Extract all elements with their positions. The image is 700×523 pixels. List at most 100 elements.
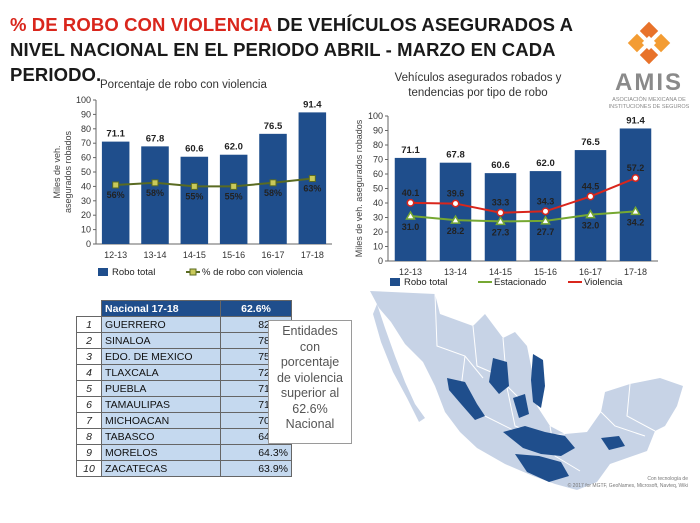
series-value-label: 39.6 bbox=[447, 189, 465, 199]
table-row-index: 9 bbox=[76, 444, 102, 461]
series-value-label: 58% bbox=[264, 188, 282, 198]
y-axis-label: Miles de veh. asegurados robados bbox=[354, 119, 364, 257]
y-tick-label: 40 bbox=[81, 181, 91, 191]
x-tick-label: 17-18 bbox=[301, 250, 324, 260]
y-axis-label-line: Miles de veh. asegurados robados bbox=[354, 119, 364, 257]
series-point bbox=[190, 182, 198, 190]
table-row: 6TAMAULIPAS71.4% bbox=[76, 396, 292, 413]
bar-value-label: 91.4 bbox=[626, 115, 645, 126]
y-tick-label: 60 bbox=[81, 153, 91, 163]
map-state-sinaloa bbox=[447, 378, 485, 420]
legend-swatch bbox=[390, 278, 400, 286]
note-box: Entidades con porcentaje de violencia su… bbox=[268, 320, 352, 444]
x-tick-label: 13-14 bbox=[444, 267, 467, 277]
legend-label: Estacionado bbox=[494, 277, 546, 288]
bar-16-17 bbox=[574, 150, 607, 261]
y-tick-label: 90 bbox=[373, 126, 383, 136]
table-row-state: SINALOA bbox=[101, 332, 221, 349]
title-rest: DE VEHÍCULOS ASEGURADOS A NIVEL NACIONAL… bbox=[10, 14, 573, 85]
bar-12-13 bbox=[394, 157, 427, 261]
bar-13-14 bbox=[141, 146, 169, 244]
amis-logo: AMIS ASOCIACIÓN MEXICANA DE INSTITUCIONE… bbox=[604, 20, 694, 120]
y-tick-label: 70 bbox=[81, 138, 91, 148]
amis-emblem-icon bbox=[627, 21, 671, 65]
table-row: 4TLAXCALA72.5% bbox=[76, 364, 292, 381]
series-line-0 bbox=[410, 210, 636, 223]
map-state-central bbox=[503, 426, 575, 456]
series-point bbox=[496, 208, 505, 217]
series-value-label: 40.1 bbox=[402, 188, 420, 198]
y-tick-label: 10 bbox=[81, 225, 91, 235]
series-value-label: 56% bbox=[107, 190, 125, 200]
map-state-chihuahua-region bbox=[489, 358, 509, 394]
bar-17-18 bbox=[619, 128, 652, 261]
y-tick-label: 30 bbox=[81, 196, 91, 206]
bar-value-label: 60.6 bbox=[185, 144, 204, 155]
legend-swatch bbox=[98, 268, 108, 276]
x-tick-label: 15-16 bbox=[222, 250, 245, 260]
map-state-zacatecas bbox=[513, 394, 529, 418]
table-row: 7MICHOACAN70.4% bbox=[76, 412, 292, 429]
bar-16-17 bbox=[259, 133, 287, 244]
map-state-tamaulipas bbox=[531, 354, 545, 408]
bar-value-label: 67.8 bbox=[446, 150, 465, 161]
table-header-row: Nacional 17-18 62.6% bbox=[77, 300, 292, 317]
note-line: Entidades bbox=[282, 324, 338, 338]
table-row-state: MICHOACAN bbox=[101, 412, 221, 429]
x-tick-label: 16-17 bbox=[579, 267, 602, 277]
map-state-guerrero bbox=[515, 454, 569, 482]
x-tick-label: 17-18 bbox=[624, 267, 647, 277]
mexico-map bbox=[370, 291, 683, 490]
series-value-label: 34.3 bbox=[537, 196, 555, 206]
series-value-label: 34.2 bbox=[627, 217, 645, 227]
series-value-label: 44.5 bbox=[582, 181, 600, 191]
series-value-label: 28.2 bbox=[447, 226, 465, 236]
bar-value-label: 60.6 bbox=[491, 160, 510, 171]
table-row-percent: 64.3% bbox=[220, 444, 292, 461]
series-point bbox=[630, 205, 641, 216]
table-row-index: 5 bbox=[76, 380, 102, 397]
series-value-label: 63% bbox=[303, 183, 321, 193]
credit-line: © 2017 for MGTF, GeoNames, Microsoft, Na… bbox=[567, 483, 688, 489]
note-line: de violencia bbox=[276, 370, 343, 385]
table-row-index: 4 bbox=[76, 364, 102, 381]
series-value-label: 27.3 bbox=[492, 227, 510, 237]
logo-subtitle: ASOCIACIÓN MEXICANA DE INSTITUCIONES DE … bbox=[608, 97, 690, 110]
table-row-state: MORELOS bbox=[101, 444, 221, 461]
note-line: 62.6% bbox=[292, 401, 328, 416]
series-point bbox=[450, 214, 461, 224]
map-highlighted-states bbox=[447, 354, 625, 482]
table-row-state: ZACATECAS bbox=[101, 460, 221, 477]
bar-value-label: 71.1 bbox=[401, 145, 420, 156]
legend-marker bbox=[189, 268, 197, 276]
bar-value-label: 91.4 bbox=[303, 99, 322, 110]
series-line-1 bbox=[410, 177, 636, 214]
y-tick-label: 70 bbox=[373, 155, 383, 165]
logo-word: AMIS bbox=[615, 69, 683, 96]
chart-title: Vehículos asegurados robados y bbox=[395, 72, 562, 84]
page-title: % DE ROBO CON VIOLENCIA DE VEHÍCULOS ASE… bbox=[10, 12, 600, 87]
table-row-index: 2 bbox=[76, 332, 102, 349]
chart-robo-violencia: Porcentaje de robo con violencia Miles de… bbox=[52, 79, 332, 278]
bar-13-14 bbox=[439, 162, 472, 261]
series-value-label: 58% bbox=[146, 188, 164, 198]
y-tick-label: 50 bbox=[81, 167, 91, 177]
table-row-state: GUERRERO bbox=[101, 316, 221, 333]
series-point bbox=[451, 199, 460, 208]
bar-value-label: 76.5 bbox=[581, 137, 600, 148]
series-point bbox=[151, 179, 159, 187]
bar-12-13 bbox=[101, 141, 130, 244]
legend-label: % de robo con violencia bbox=[202, 267, 304, 278]
ranking-table: Nacional 17-1862.6%1GUERRERO82.8%2SINALO… bbox=[76, 300, 292, 477]
table-row: 9 MORELOS 64.3% bbox=[76, 444, 292, 461]
map-credit: Con tecnología de © 2017 for MGTF, GeoNa… bbox=[548, 476, 688, 490]
y-tick-label: 40 bbox=[373, 198, 383, 208]
note-line: con bbox=[299, 339, 321, 354]
y-tick-label: 100 bbox=[368, 111, 383, 121]
legend-label: Robo total bbox=[404, 277, 447, 288]
table-row-state: TLAXCALA bbox=[101, 364, 221, 381]
chart-title: tendencias por tipo de robo bbox=[408, 87, 547, 99]
legend-label: Robo total bbox=[112, 267, 155, 278]
series-line-0 bbox=[115, 177, 313, 188]
y-axis-label-line: Miles de veh. bbox=[52, 145, 62, 198]
